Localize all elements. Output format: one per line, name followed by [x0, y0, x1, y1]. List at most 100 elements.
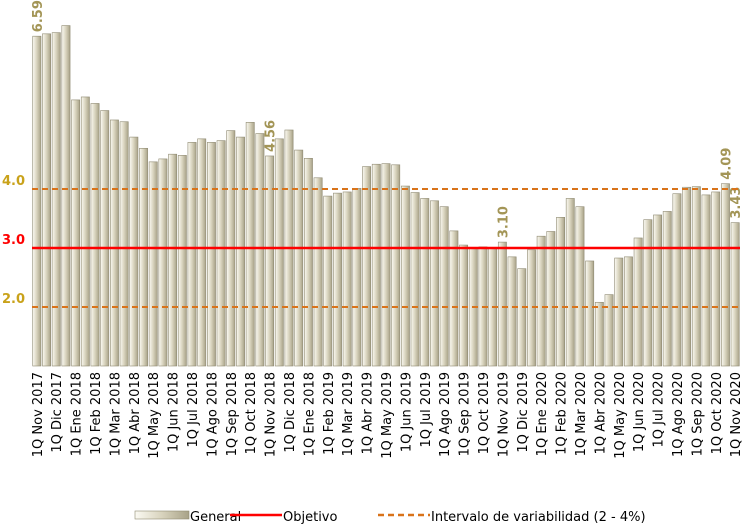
bar — [362, 166, 372, 367]
bar — [119, 121, 129, 367]
x-tick-label: 1Q Jun 2018 — [167, 372, 182, 452]
bar — [187, 142, 197, 367]
bar — [274, 138, 284, 367]
x-tick-label: 1Q Nov 2020 — [729, 372, 744, 457]
bar — [32, 35, 42, 367]
bar — [352, 188, 362, 367]
x-tick-label: 1Q Mar 2018 — [108, 372, 123, 456]
bar — [51, 32, 61, 367]
reference-label: 3.0 — [2, 233, 25, 248]
bar — [255, 133, 265, 367]
bar — [507, 256, 517, 367]
x-tick-label: 1Q Ene 2018 — [302, 372, 317, 456]
bar — [265, 155, 275, 367]
bar — [430, 200, 439, 367]
x-tick-label: 1Q Ago 2020 — [671, 372, 686, 457]
bar — [245, 122, 255, 367]
legend-swatch — [134, 510, 190, 520]
bar — [624, 256, 633, 367]
x-tick-label: 1Q Oct 2019 — [477, 372, 492, 454]
bar — [653, 214, 662, 367]
bar — [80, 96, 90, 367]
x-tick-label: 1Q Ene 2018 — [70, 372, 85, 456]
bar — [342, 191, 352, 367]
bar — [61, 25, 71, 367]
x-tick-label: 1Q Nov 2018 — [264, 372, 279, 457]
bar — [575, 206, 585, 367]
x-tick-label: 1Q Abr 2020 — [593, 372, 608, 454]
x-tick-label: 1Q Sep 2020 — [690, 372, 705, 456]
x-tick-label: 1Q Jul 2020 — [652, 372, 667, 448]
x-tick-label: 1Q Jun 2020 — [632, 372, 647, 452]
bar — [303, 158, 313, 367]
x-tick-label: 1Q May 2019 — [380, 372, 395, 459]
bar — [730, 222, 740, 367]
x-tick-label: 1Q Feb 2019 — [322, 372, 337, 455]
bar — [691, 186, 701, 367]
x-tick-label: 1Q Ene 2020 — [535, 372, 550, 456]
x-tick-label: 1Q Sep 2018 — [225, 372, 240, 456]
bar — [381, 163, 391, 367]
x-tick-label: 1Q Ago 2019 — [438, 372, 453, 457]
x-tick-label: 1Q Abr 2018 — [128, 372, 143, 454]
bar — [177, 155, 187, 367]
x-tick-label: 1Q Nov 2017 — [31, 372, 46, 457]
bar — [216, 140, 226, 367]
x-tick-label: 1Q Abr 2019 — [361, 372, 376, 454]
bar — [585, 260, 595, 367]
bar — [294, 149, 304, 367]
x-tick-label: 1Q Oct 2018 — [244, 372, 259, 454]
bar — [139, 147, 148, 367]
bar — [449, 230, 459, 367]
bar — [90, 103, 100, 367]
bar — [333, 192, 342, 367]
bar — [129, 136, 139, 367]
x-tick-label: 1Q Mar 2020 — [574, 372, 589, 456]
x-tick-label: 1Q Oct 2020 — [710, 372, 725, 454]
bar — [420, 198, 430, 367]
data-label: 4.56 — [264, 120, 279, 152]
bar — [236, 136, 245, 367]
bar — [614, 257, 624, 367]
bar — [197, 138, 207, 367]
bar — [643, 219, 653, 367]
bar — [158, 158, 168, 367]
data-label: 4.09 — [719, 148, 734, 180]
bar — [391, 164, 401, 367]
bar — [556, 217, 565, 367]
x-tick-label: 1Q Ago 2018 — [205, 372, 220, 457]
reference-label: 2.0 — [2, 292, 25, 307]
bar — [672, 193, 682, 367]
x-tick-label: 1Q Jul 2019 — [419, 372, 434, 448]
x-tick-label: 1Q Sep 2019 — [458, 372, 473, 456]
bar — [400, 185, 410, 367]
data-label: 6.59 — [31, 0, 46, 32]
bar — [207, 142, 216, 367]
bar — [517, 268, 527, 367]
x-tick-label: 1Q Dic 2019 — [516, 372, 531, 453]
x-tick-label: 1Q Jun 2019 — [399, 372, 414, 452]
bar — [148, 161, 158, 367]
bar — [410, 192, 420, 367]
bar — [633, 237, 643, 367]
x-tick-label: 1Q Feb 2018 — [89, 372, 104, 455]
x-tick-label: 1Q Feb 2020 — [555, 372, 570, 455]
bar — [42, 33, 51, 367]
bar — [546, 231, 556, 367]
bar — [701, 194, 711, 367]
legend-label: General — [190, 510, 241, 525]
bar — [604, 294, 614, 367]
x-tick-label: 1Q Nov 2019 — [496, 372, 511, 457]
legend-label: Objetivo — [283, 510, 337, 525]
bar — [711, 191, 721, 367]
x-tick-label: 1Q Jul 2018 — [186, 372, 201, 448]
data-label: 3.10 — [496, 206, 511, 238]
bar — [110, 119, 119, 367]
bar — [536, 235, 546, 367]
bar — [594, 301, 604, 367]
legend-label: Intervalo de variabilidad (2 - 4%) — [431, 510, 646, 525]
bar — [662, 211, 672, 367]
x-tick-label: 1Q Mar 2019 — [341, 372, 356, 456]
x-tick-label: 1Q Dic 2017 — [50, 372, 65, 453]
